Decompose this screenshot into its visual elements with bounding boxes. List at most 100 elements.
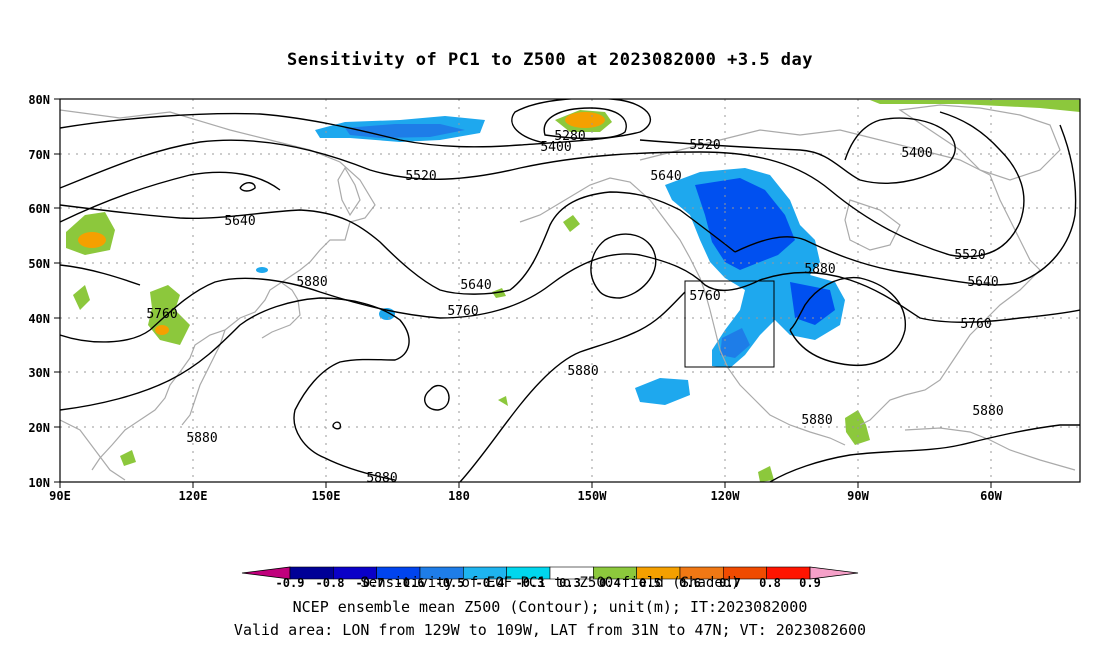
x-tick-label: 120W — [711, 489, 741, 503]
colorbar-triangle-right — [809, 566, 859, 580]
x-tick-label: 150W — [578, 489, 608, 503]
y-tick-label: 80N — [28, 93, 50, 107]
coastline-caribbean — [904, 427, 1076, 471]
colorbar-tick-label: 0.4 — [599, 576, 621, 590]
colorbar-tick-label: 0.6 — [679, 576, 701, 590]
contour-label: 5640 — [967, 275, 998, 290]
positive-sensitivity-region — [498, 396, 508, 406]
x-tick-label: 60W — [980, 489, 1002, 503]
positive-sensitivity-region — [758, 466, 774, 482]
y-tick-label: 20N — [28, 421, 50, 435]
colorbar-tick-label: -0.7 — [356, 576, 385, 590]
colorbar-tick-label: -0.3 — [516, 576, 545, 590]
contour-labels: 5280 5400 5400 5520 5520 5520 5640 5640 … — [146, 129, 1003, 486]
caption-shading: Sensitivity of EOF PC1 to Z500 field (Sh… — [360, 575, 740, 591]
contour-label: 5400 — [901, 146, 932, 161]
contour-label: 5880 — [567, 364, 598, 379]
colorbar-tick-label: 0.3 — [559, 576, 581, 590]
contour-5640 — [60, 264, 141, 286]
contour-5880 — [769, 424, 1080, 482]
contour-label: 5880 — [366, 471, 397, 486]
contour-label: 5400 — [540, 140, 571, 155]
y-tick-label: 50N — [28, 257, 50, 271]
colorbar-tick-label: -0.5 — [436, 576, 465, 590]
contour-small-loop — [239, 182, 256, 192]
contour-5520 — [60, 171, 281, 223]
colorbar-tick-label: -0.6 — [396, 576, 425, 590]
chart-title: Sensitivity of PC1 to Z500 at 2023082000… — [286, 50, 813, 70]
positive-sensitivity-region — [870, 100, 1080, 112]
contour-label: 5880 — [972, 404, 1003, 419]
plot-frame — [59, 98, 1081, 483]
negative-sensitivity-core — [720, 328, 750, 358]
contour-5880 — [60, 297, 410, 481]
positive-sensitivity-core — [565, 112, 605, 128]
caption-valid-area: Valid area: LON from 129W to 109W, LAT f… — [233, 621, 867, 639]
contour-label: 5760 — [960, 317, 991, 332]
contour-5400 — [60, 99, 652, 148]
contour-label: 5760 — [146, 307, 177, 322]
x-tick-label: 150E — [312, 489, 341, 503]
contour-5400 — [639, 117, 956, 184]
y-tick-labels: 10N 20N 30N 40N 50N 60N 70N 80N — [28, 93, 50, 490]
positive-sensitivity-region — [73, 285, 90, 310]
contour-5760 — [60, 253, 1080, 343]
positive-sensitivity-region — [120, 450, 136, 466]
z500-contours — [60, 99, 1080, 482]
contour-label: 5760 — [689, 289, 720, 304]
contour-5640 — [60, 191, 736, 295]
coastline-southeast-asia — [60, 419, 126, 481]
valid-area-box — [684, 280, 775, 368]
y-tick-label: 60N — [28, 202, 50, 216]
coastlines — [60, 104, 1076, 481]
colorbar-tick-label: 0.8 — [759, 576, 781, 590]
positive-sensitivity-core — [155, 325, 169, 335]
contour-5880 — [590, 233, 657, 299]
positive-sensitivity-core — [78, 232, 106, 248]
coastline-kamchatka — [337, 166, 361, 217]
x-tick-label: 90W — [847, 489, 869, 503]
y-tick-label: 30N — [28, 366, 50, 380]
y-tick-label: 70N — [28, 148, 50, 162]
colorbar-tick-label: -0.4 — [476, 576, 505, 590]
negative-sensitivity-spot — [256, 267, 268, 273]
contour-label: 5280 — [554, 129, 585, 144]
contour-small-loop — [332, 421, 342, 430]
contour-label: 5880 — [801, 413, 832, 428]
contour-label: 5760 — [447, 304, 478, 319]
x-tick-labels: 90E 120E 150E 180 150W 120W 90W 60W — [49, 489, 1002, 503]
contour-5640 — [734, 124, 1077, 286]
positive-sensitivity-region — [563, 215, 580, 232]
contour-5280 — [543, 107, 627, 140]
contour-label: 5640 — [224, 214, 255, 229]
colorbar-tick-label: -0.9 — [276, 576, 305, 590]
negative-sensitivity-core — [790, 282, 835, 325]
colorbar: -0.9 -0.8 -0.7 -0.6 -0.5 -0.4 -0.3 0.3 0.4 0.5 0.6… — [241, 566, 859, 590]
colorbar-tick-label: 0.7 — [719, 576, 741, 590]
colorbar-tick-label: -0.8 — [316, 576, 345, 590]
negative-sensitivity-region — [635, 378, 690, 405]
coastline-north-america-arctic — [639, 129, 1041, 271]
contour-5880 — [789, 276, 906, 367]
coastline-greenland — [898, 104, 1061, 181]
coastline-china — [181, 329, 226, 426]
contour-label: 5880 — [186, 431, 217, 446]
coastline-japan — [261, 282, 301, 339]
contour-5880 — [424, 384, 450, 411]
contour-label: 5640 — [460, 278, 491, 293]
coastline-alaska — [519, 177, 706, 293]
colorbar-tick-label: 0.9 — [799, 576, 821, 590]
x-tick-label: 90E — [49, 489, 71, 503]
graticule — [60, 99, 1080, 482]
colorbar-cells — [289, 566, 811, 580]
caption-contour: NCEP ensemble mean Z500 (Contour); unit(… — [292, 598, 808, 616]
contour-label: 5520 — [689, 138, 720, 153]
axis-ticks — [54, 98, 992, 488]
contour-label: 5880 — [804, 262, 835, 277]
contour-label: 5880 — [296, 275, 327, 290]
sensitivity-shading — [66, 100, 1080, 482]
contour-5880 — [459, 291, 686, 482]
y-tick-label: 10N — [28, 476, 50, 490]
x-tick-label: 180 — [448, 489, 470, 503]
